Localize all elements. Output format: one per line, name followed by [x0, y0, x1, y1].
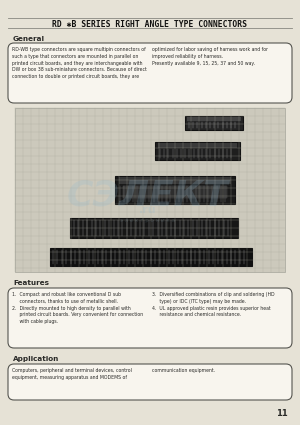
- Text: RD ✱B SERIES RIGHT ANGLE TYPE CONNECTORS: RD ✱B SERIES RIGHT ANGLE TYPE CONNECTORS: [52, 20, 247, 28]
- FancyBboxPatch shape: [8, 43, 292, 103]
- FancyBboxPatch shape: [123, 186, 227, 198]
- FancyBboxPatch shape: [185, 116, 243, 130]
- Text: Features: Features: [13, 280, 49, 286]
- FancyBboxPatch shape: [115, 176, 235, 204]
- Text: Application: Application: [13, 356, 59, 362]
- FancyBboxPatch shape: [8, 288, 292, 348]
- Text: э л е к т р о н и к а: э л е к т р о н и к а: [121, 218, 176, 223]
- Text: 11: 11: [276, 409, 288, 418]
- FancyBboxPatch shape: [15, 108, 285, 272]
- FancyBboxPatch shape: [187, 117, 241, 121]
- Text: optimized for labor saving of harness work and for
improved reliability of harne: optimized for labor saving of harness wo…: [152, 47, 268, 65]
- Text: RD-WB type connectors are square multipin connectors of
such a type that connect: RD-WB type connectors are square multipi…: [12, 47, 147, 79]
- Text: Computers, peripheral and terminal devices, control
equipment, measuring apparat: Computers, peripheral and terminal devic…: [12, 368, 132, 380]
- Text: General: General: [13, 36, 45, 42]
- FancyBboxPatch shape: [70, 218, 238, 238]
- Text: 1.  Compact and robust like conventional D sub
     connectors, thanks to use of: 1. Compact and robust like conventional …: [12, 292, 143, 324]
- Text: .ru: .ru: [139, 205, 157, 215]
- FancyBboxPatch shape: [119, 177, 231, 184]
- Text: 3.  Diversified combinations of clip and soldering (HD
     type) or IDC (ITC ty: 3. Diversified combinations of clip and …: [152, 292, 274, 317]
- FancyBboxPatch shape: [158, 143, 237, 148]
- FancyBboxPatch shape: [50, 248, 252, 266]
- Text: communication equipment.: communication equipment.: [152, 368, 215, 373]
- FancyBboxPatch shape: [155, 142, 240, 160]
- Text: СЭЛЕКТ: СЭЛЕКТ: [67, 178, 229, 212]
- FancyBboxPatch shape: [8, 364, 292, 400]
